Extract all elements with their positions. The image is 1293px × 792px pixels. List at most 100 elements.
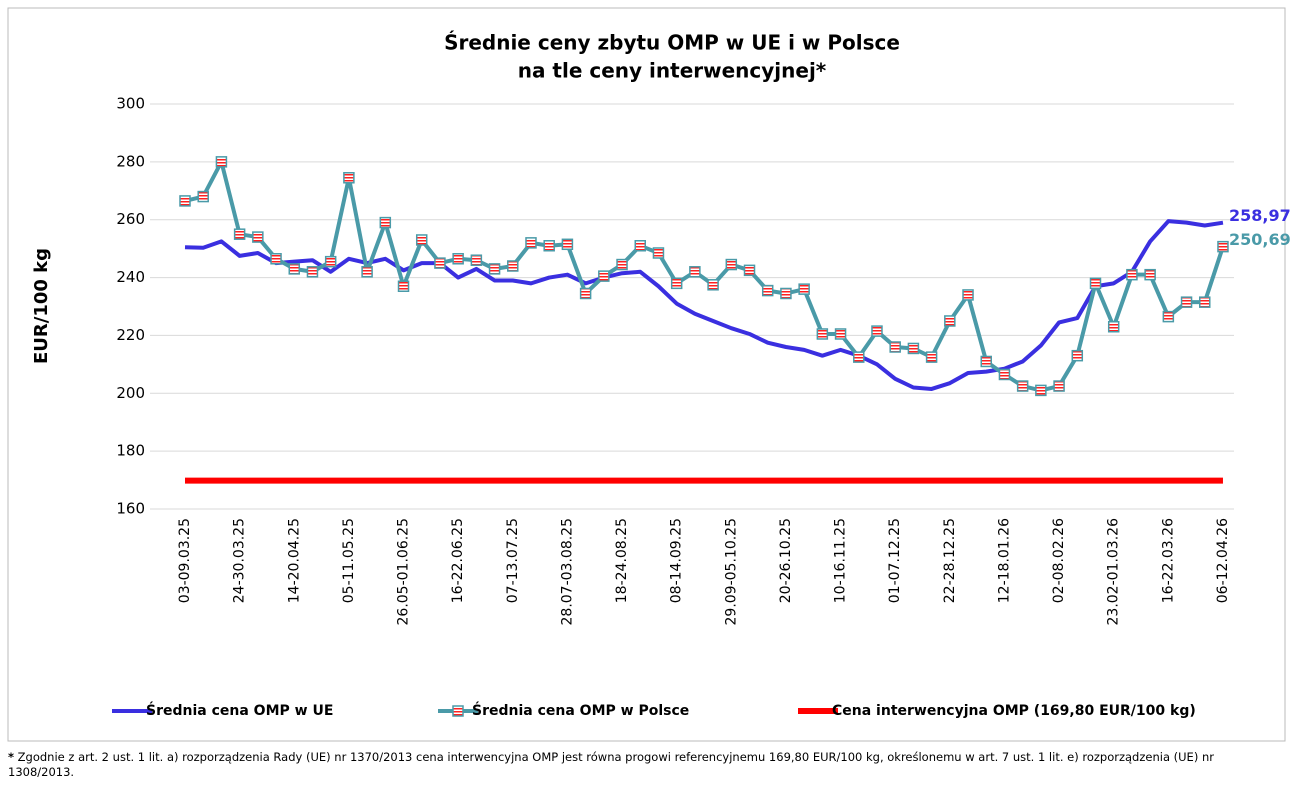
x-tick-label: 20-26.10.25 (778, 518, 794, 603)
point-marker (233, 228, 246, 240)
legend-label: Cena interwencyjna OMP (169,80 EUR/100 k… (832, 703, 1196, 719)
series-line (184, 159, 1225, 393)
point-marker (725, 258, 738, 271)
point-marker (889, 341, 901, 353)
point-marker (434, 257, 446, 269)
point-marker (288, 263, 301, 275)
point-marker (1071, 349, 1084, 362)
point-marker (1016, 380, 1029, 392)
point-marker (543, 240, 555, 252)
y-tick-label: 280 (116, 152, 145, 170)
point-marker (853, 351, 865, 363)
y-tick-label: 260 (116, 210, 145, 228)
point-marker (616, 258, 628, 271)
point-marker (944, 315, 956, 327)
footnote-mark: * (8, 750, 15, 764)
x-tick-label: 24-30.03.25 (232, 518, 248, 603)
point-marker (998, 368, 1011, 381)
y-tick-label: 180 (116, 442, 145, 460)
point-marker (907, 342, 920, 355)
x-tick-label: 18-24.08.25 (614, 518, 630, 603)
point-marker (816, 328, 829, 340)
x-tick-label: 16-22.03.26 (1160, 518, 1176, 603)
point-marker (1180, 296, 1193, 308)
x-tick-label: 12-18.01.26 (996, 518, 1012, 603)
series-line (184, 219, 1224, 391)
point-marker (252, 231, 264, 243)
chart-title: Średnie ceny zbytu OMP w UE i w Polsce (444, 31, 900, 55)
point-marker (1217, 240, 1229, 253)
y-tick-label: 200 (116, 384, 145, 402)
point-marker (270, 253, 282, 265)
point-marker (561, 238, 574, 251)
point-marker (361, 266, 373, 278)
legend-label: Średnia cena OMP w Polsce (472, 701, 689, 719)
point-marker (215, 156, 228, 168)
point-marker (470, 254, 483, 266)
point-marker (980, 355, 992, 368)
point-marker (689, 266, 701, 278)
point-marker (925, 351, 938, 363)
point-marker (670, 277, 683, 290)
point-marker (525, 237, 537, 249)
point-marker (962, 289, 974, 301)
point-marker (634, 240, 646, 252)
point-marker (1126, 268, 1138, 281)
x-tick-label: 14-20.04.25 (286, 518, 302, 603)
x-tick-label: 06-12.04.26 (1215, 518, 1231, 603)
point-marker (488, 263, 501, 275)
y-tick-label: 160 (116, 500, 145, 518)
x-tick-label: 16-22.06.25 (450, 518, 466, 603)
point-marker (1035, 384, 1047, 397)
x-tick-label: 26.05-01.06.25 (396, 518, 412, 625)
x-tick-label: 29.09-05.10.25 (723, 518, 739, 625)
x-tick-label: 05-11.05.25 (341, 518, 357, 603)
point-marker (579, 287, 592, 300)
value-label: 258,97 (1229, 206, 1291, 225)
legend-label: Średnia cena OMP w UE (146, 701, 333, 719)
point-marker (415, 234, 428, 246)
point-marker (761, 284, 774, 297)
point-marker (834, 328, 847, 340)
point-marker (1053, 380, 1065, 392)
point-marker (379, 216, 392, 229)
x-tick-label: 23.02-01.03.26 (1106, 518, 1122, 626)
point-marker (397, 280, 410, 292)
value-label: 250,69 (1229, 230, 1291, 249)
x-tick-label: 08-14.09.25 (669, 518, 685, 603)
point-marker (652, 247, 665, 259)
point-marker (179, 195, 191, 207)
x-tick-label: 03-09.03.25 (177, 518, 193, 603)
chart-frame (7, 7, 1286, 742)
x-tick-label: 07-13.07.25 (505, 518, 521, 603)
point-marker (1107, 321, 1120, 333)
x-tick-label: 02-08.02.26 (1051, 518, 1067, 603)
point-marker (306, 266, 319, 278)
point-marker (743, 264, 756, 277)
y-tick-label: 300 (116, 95, 145, 113)
chart-title: na tle ceny interwencyjnej* (518, 59, 827, 83)
point-marker (707, 279, 719, 291)
point-marker (598, 270, 610, 282)
y-axis-label: EUR/100 kg (31, 248, 52, 364)
point-marker (197, 190, 209, 203)
footnote-text: Zgodnie z art. 2 ust. 1 lit. a) rozporzą… (8, 750, 1214, 779)
point-marker (343, 172, 355, 184)
point-marker (452, 253, 464, 265)
point-marker (871, 325, 883, 337)
point-marker (324, 255, 337, 268)
footnote: * Zgodnie z art. 2 ust. 1 lit. a) rozpor… (8, 750, 1278, 780)
x-tick-label: 10-16.11.25 (833, 518, 849, 603)
y-tick-label: 220 (116, 326, 145, 344)
point-marker (780, 287, 792, 300)
point-marker (798, 283, 810, 295)
point-marker (1162, 310, 1175, 323)
y-tick-label: 240 (116, 268, 145, 286)
point-marker (1199, 296, 1211, 308)
point-marker (1089, 277, 1102, 290)
point-marker (507, 260, 519, 272)
x-tick-label: 01-07.12.25 (887, 518, 903, 603)
x-tick-label: 22-28.12.25 (942, 518, 958, 603)
